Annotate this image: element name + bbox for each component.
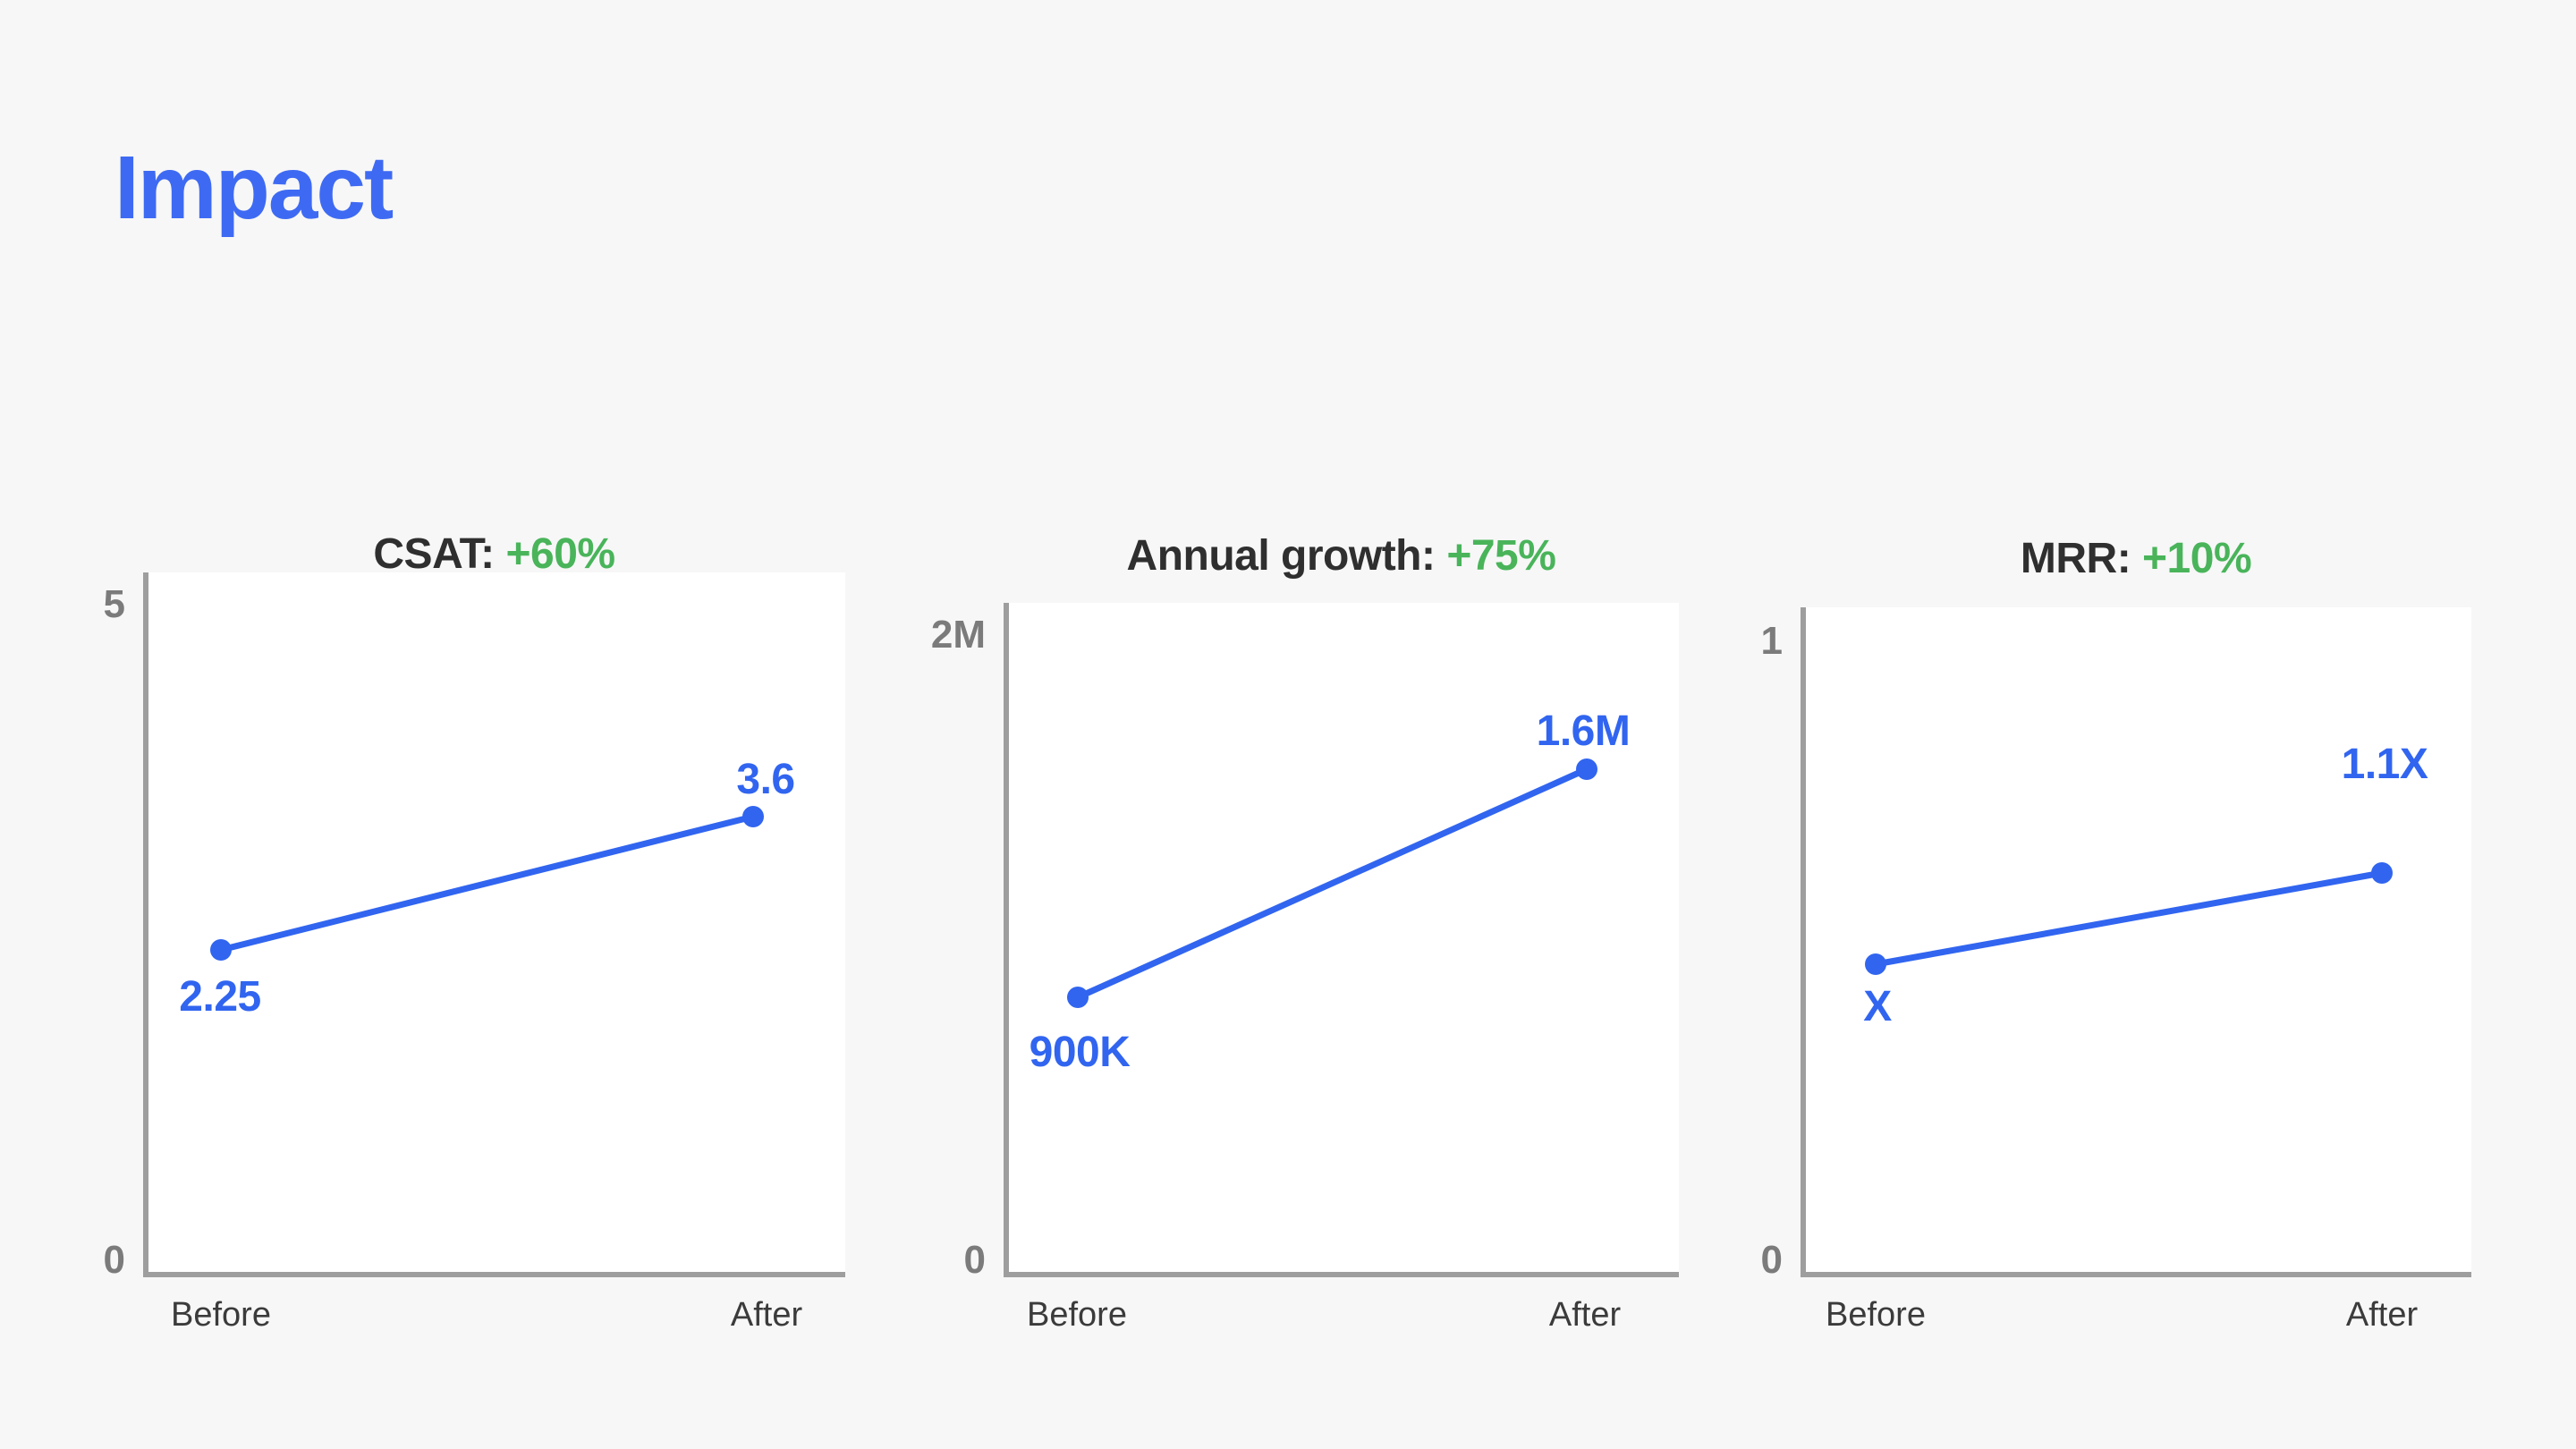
data-point-after	[742, 806, 764, 827]
chart-delta-badge: +10%	[2142, 535, 2252, 582]
plot-area-annual-growth	[1004, 603, 1679, 1277]
x-tick-after: After	[1548, 1296, 1622, 1334]
x-tick-before: Before	[1826, 1296, 1926, 1334]
line-series-csat	[210, 806, 764, 961]
chart-title-text: Annual growth:	[1126, 532, 1436, 580]
data-point-before	[210, 939, 232, 961]
data-point-after	[1576, 758, 1597, 780]
chart-title-csat: CSAT: +60%	[143, 532, 845, 577]
x-tick-after: After	[2345, 1296, 2419, 1334]
y-axis-min-tick: 0	[103, 1238, 125, 1282]
data-point-after	[2371, 862, 2393, 884]
plot-area-mrr	[1801, 607, 2471, 1277]
data-point-label-before: 2.25	[179, 973, 261, 1021]
y-axis-max-tick: 5	[103, 582, 125, 626]
data-point-before	[1067, 987, 1089, 1008]
x-tick-before: Before	[1027, 1296, 1127, 1334]
y-axis-max-tick: 1	[1760, 619, 1783, 663]
y-axis-min-tick: 0	[963, 1238, 986, 1282]
chart-delta-badge: +75%	[1446, 532, 1556, 580]
chart-title-annual-growth: Annual growth: +75%	[1004, 534, 1679, 579]
x-tick-before: Before	[171, 1296, 271, 1334]
chart-delta-badge: +60%	[505, 530, 616, 578]
line-series-annual-growth	[1067, 758, 1597, 1008]
page-title: Impact	[114, 138, 394, 238]
line-series-mrr	[1865, 862, 2393, 975]
data-point-before	[1865, 953, 1886, 975]
data-point-label-after: 1.6M	[1536, 708, 1631, 755]
chart-title-text: MRR:	[2020, 535, 2131, 582]
x-tick-after: After	[730, 1296, 803, 1334]
data-point-label-before: 900K	[1029, 1029, 1131, 1076]
chart-title-text: CSAT:	[373, 530, 495, 578]
y-axis-max-tick: 2M	[930, 613, 986, 657]
data-point-label-after: 1.1X	[2341, 741, 2428, 788]
plot-area-csat	[143, 572, 845, 1277]
chart-title-mrr: MRR: +10%	[1801, 537, 2471, 581]
y-axis-min-tick: 0	[1760, 1238, 1783, 1282]
data-point-label-after: 3.6	[736, 756, 795, 803]
data-point-label-before: X	[1863, 983, 1892, 1030]
